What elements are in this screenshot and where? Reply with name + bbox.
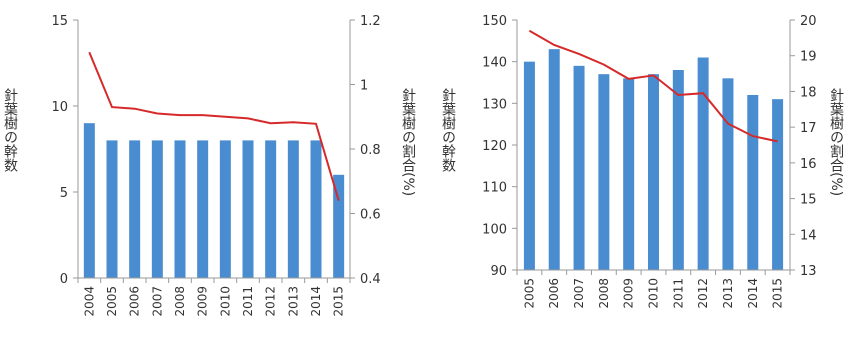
- right-tick-label: 13: [800, 264, 817, 279]
- bar-2007: [151, 140, 163, 278]
- chart-1-ticks: 0 5 10 15 0.4 0.6 0.8 1 1.2 2004 2005 2006 2007 2008 2…: [51, 14, 380, 317]
- chart-2-left-axis-label: 針葉樹の幹数: [440, 88, 456, 172]
- left-tick-label: 130: [482, 97, 507, 112]
- x-tick-label-2013: 2013: [286, 286, 300, 317]
- x-tick-label-2009: 2009: [622, 278, 636, 309]
- left-tick-label: 5: [60, 186, 68, 201]
- bar-2006: [548, 49, 560, 270]
- bar-2015: [772, 99, 784, 271]
- x-tick-label-2004: 2004: [82, 286, 96, 317]
- bar-2007: [573, 65, 585, 270]
- right-tick-label: 1: [360, 79, 368, 94]
- x-tick-label-2012: 2012: [264, 286, 278, 317]
- chart-2: 90 100 110 120 130 140 150 13 14 15 16 17 18 19 20 2005…: [440, 14, 844, 309]
- x-tick-label-2010: 2010: [647, 278, 661, 309]
- right-tick-label: 0.4: [360, 272, 381, 287]
- chart-1-right-axis-label: 針葉樹の割合(%): [400, 88, 416, 196]
- bar-2009: [623, 78, 635, 270]
- bar-2012: [697, 57, 709, 270]
- bar-2008: [598, 74, 610, 271]
- x-tick-label-2011: 2011: [671, 278, 685, 309]
- x-tick-label-2011: 2011: [241, 286, 255, 317]
- bar-2011: [242, 140, 254, 278]
- chart-2-bars: [523, 49, 784, 271]
- bar-2013: [287, 140, 299, 278]
- chart-2-ticks: 90 100 110 120 130 140 150 13 14 15 16 17 18 19 20 2005…: [482, 14, 816, 309]
- x-tick-label-2008: 2008: [173, 286, 187, 317]
- left-tick-label: 0: [60, 272, 68, 287]
- x-tick-label-2010: 2010: [218, 286, 232, 317]
- right-tick-label: 1.2: [360, 14, 381, 29]
- right-tick-label: 0.6: [360, 208, 381, 223]
- ratio-line: [528, 29, 778, 143]
- x-tick-label-2013: 2013: [721, 278, 735, 309]
- x-tick-label-2015: 2015: [771, 278, 785, 309]
- chart-1-left-axis-label: 針葉樹の幹数: [2, 88, 18, 172]
- bar-2005: [523, 61, 535, 270]
- bar-2013: [722, 78, 734, 270]
- bar-2014: [747, 95, 759, 270]
- x-tick-label-2014: 2014: [746, 278, 760, 309]
- bar-2004: [83, 123, 95, 278]
- bar-2005: [106, 140, 118, 278]
- bar-2014: [310, 140, 322, 278]
- left-tick-label: 15: [51, 14, 68, 29]
- right-tick-label: 17: [800, 121, 817, 136]
- x-tick-label-2006: 2006: [128, 286, 142, 317]
- left-tick-label: 10: [51, 100, 68, 115]
- bar-2010: [219, 140, 231, 278]
- x-tick-label-2012: 2012: [696, 278, 710, 309]
- bar-2008: [174, 140, 186, 278]
- chart-1-axes: [73, 19, 355, 283]
- chart-2-right-axis-label: 針葉樹の割合(%): [828, 88, 844, 196]
- bar-2015: [333, 174, 345, 278]
- x-tick-label-2014: 2014: [309, 286, 323, 317]
- x-tick-label-2005: 2005: [522, 278, 536, 309]
- right-tick-label: 0.8: [360, 143, 381, 158]
- chart-2-axes: [512, 19, 795, 275]
- right-tick-label: 19: [800, 50, 817, 65]
- left-tick-label: 100: [482, 222, 507, 237]
- x-tick-label-2015: 2015: [332, 286, 346, 317]
- left-tick-label: 110: [482, 181, 507, 196]
- right-tick-label: 14: [800, 228, 817, 243]
- left-tick-label: 90: [490, 264, 507, 279]
- bar-2006: [129, 140, 141, 278]
- bar-2011: [672, 70, 684, 270]
- chart-1-bars: [83, 123, 345, 278]
- right-tick-label: 20: [800, 14, 817, 29]
- left-tick-label: 120: [482, 139, 507, 154]
- chart-2-line: [528, 29, 778, 143]
- right-tick-label: 16: [800, 157, 817, 172]
- left-tick-label: 150: [482, 14, 507, 29]
- bar-2010: [648, 74, 659, 271]
- x-tick-label-2005: 2005: [105, 286, 119, 317]
- left-tick-label: 140: [482, 56, 507, 71]
- right-tick-label: 18: [800, 85, 817, 100]
- x-tick-label-2007: 2007: [572, 278, 586, 309]
- bar-2012: [265, 140, 277, 278]
- ratio-line: [88, 51, 340, 201]
- bar-2009: [197, 140, 209, 278]
- x-tick-label-2008: 2008: [597, 278, 611, 309]
- chart-1-line: [88, 51, 340, 201]
- chart-1: 0 5 10 15 0.4 0.6 0.8 1 1.2 2004 2005 2006 2007 2008 2…: [2, 14, 416, 317]
- x-tick-label-2006: 2006: [547, 278, 561, 309]
- right-tick-label: 15: [800, 193, 817, 208]
- x-tick-label-2009: 2009: [196, 286, 210, 317]
- x-tick-label-2007: 2007: [150, 286, 164, 317]
